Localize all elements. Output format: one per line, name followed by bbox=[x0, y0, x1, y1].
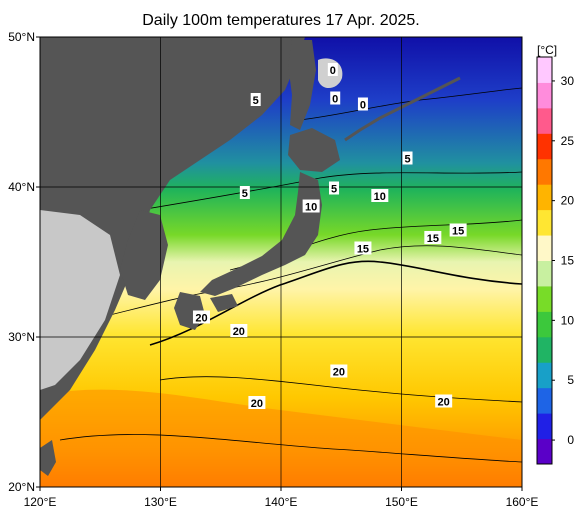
colorbar-segment bbox=[537, 311, 552, 338]
honshu-island bbox=[200, 172, 322, 296]
colorbar-segment bbox=[537, 184, 552, 211]
contour-line bbox=[59, 434, 522, 463]
contour-label: 10 bbox=[374, 191, 386, 203]
colorbar-segment bbox=[537, 235, 552, 261]
contour-line bbox=[139, 171, 522, 211]
asia-landmass bbox=[40, 37, 305, 420]
contour-label: 5 bbox=[404, 154, 410, 166]
contour-line bbox=[40, 245, 522, 331]
contour-label-box bbox=[250, 93, 261, 106]
colorbar-segment bbox=[537, 209, 552, 236]
colorbar-tick-label: 10 bbox=[561, 313, 575, 327]
korea-peninsula bbox=[120, 210, 168, 300]
contour-label-box bbox=[357, 97, 368, 111]
colorbar-tick-label: 5 bbox=[567, 373, 574, 387]
colorbar-tick-label: 15 bbox=[561, 254, 575, 268]
lat-lon-grid bbox=[40, 37, 522, 487]
colorbar-segment bbox=[537, 82, 552, 109]
colorbar-tick-label: 0 bbox=[567, 433, 574, 447]
contour-labels: 0 0 0 5 5 5 5 10 10 15 15 15 20 20 20 20 20 bbox=[192, 63, 467, 410]
kuroshio-front bbox=[149, 260, 522, 346]
lon-tick-label: 160°E bbox=[506, 495, 539, 509]
colorbar: 0 5 10 15 20 25 30 bbox=[536, 56, 575, 465]
kuril-islands bbox=[344, 76, 461, 142]
contour-label-box bbox=[402, 151, 413, 165]
contour-label: 0 bbox=[332, 94, 338, 106]
contour-label-box bbox=[371, 189, 389, 202]
contour-label: 20 bbox=[195, 313, 207, 325]
lat-tick-label: 30°N bbox=[8, 330, 35, 344]
contour-label-box bbox=[248, 396, 266, 409]
continent-light-area bbox=[40, 210, 120, 390]
lon-tick-label: 120°E bbox=[24, 495, 57, 509]
contour-label: 20 bbox=[333, 367, 345, 379]
colorbar-tick-label: 25 bbox=[561, 134, 575, 148]
colorbar-unit: [°C] bbox=[537, 43, 557, 57]
colorbar-segment bbox=[537, 285, 552, 312]
colorbar-segment bbox=[537, 438, 552, 465]
contour-label-box bbox=[435, 394, 453, 408]
map-axes: 120°E 130°E 140°E 150°E 160°E 50°N 40°N 30°N 20°… bbox=[8, 30, 538, 509]
contour-label: 20 bbox=[233, 326, 245, 338]
colorbar-segment bbox=[537, 133, 552, 160]
contour-label: 0 bbox=[360, 100, 366, 112]
map-title: Daily 100m temperatures 17 Apr. 2025. bbox=[142, 12, 420, 29]
shikoku-island bbox=[210, 294, 238, 312]
lon-tick-label: 140°E bbox=[265, 495, 298, 509]
contour-label-box bbox=[330, 364, 348, 378]
hokkaido-island bbox=[288, 128, 340, 172]
colorbar-tick-label: 30 bbox=[561, 74, 575, 88]
contour-line bbox=[299, 87, 522, 121]
contour-label-box bbox=[230, 324, 248, 337]
colorbar-segment bbox=[537, 57, 552, 83]
contour-label-box bbox=[449, 223, 467, 237]
colorbar-segment bbox=[537, 107, 552, 134]
contour-label-box bbox=[192, 310, 210, 324]
taiwan-island bbox=[40, 440, 56, 476]
contour-label: 0 bbox=[330, 65, 336, 77]
colorbar-segment bbox=[537, 387, 552, 414]
lat-tick-label: 20°N bbox=[8, 480, 35, 494]
contour-label: 15 bbox=[427, 233, 439, 245]
colorbar-segment bbox=[537, 260, 552, 287]
contour-label: 10 bbox=[305, 202, 317, 214]
contour-label-box bbox=[330, 91, 341, 105]
contour-label-box bbox=[302, 199, 320, 213]
colorbar-tick-label: 20 bbox=[561, 194, 575, 208]
colorbar-segment bbox=[537, 336, 552, 363]
contour-line bbox=[159, 376, 522, 403]
lon-tick-label: 150°E bbox=[385, 495, 418, 509]
contour-label: 15 bbox=[452, 226, 464, 238]
contour-label-box bbox=[239, 186, 250, 199]
contour-label: 5 bbox=[253, 95, 259, 107]
colorbar-segment bbox=[537, 362, 552, 389]
contour-label: 20 bbox=[251, 398, 263, 410]
lat-tick-label: 50°N bbox=[8, 30, 35, 44]
contour-label-box bbox=[424, 231, 442, 244]
lat-tick-label: 40°N bbox=[8, 180, 35, 194]
contour-label-box bbox=[327, 63, 338, 76]
contour-label: 5 bbox=[331, 184, 337, 196]
sakhalin-island bbox=[288, 40, 316, 130]
lon-tick-label: 130°E bbox=[144, 495, 177, 509]
contour-label-box bbox=[354, 241, 372, 255]
colorbar-segment bbox=[537, 158, 552, 185]
contour-label: 15 bbox=[357, 244, 369, 256]
colorbar-segment bbox=[537, 413, 552, 440]
contour-label-box bbox=[329, 181, 340, 195]
contour-label: 20 bbox=[438, 397, 450, 409]
contour-label: 5 bbox=[242, 188, 248, 200]
